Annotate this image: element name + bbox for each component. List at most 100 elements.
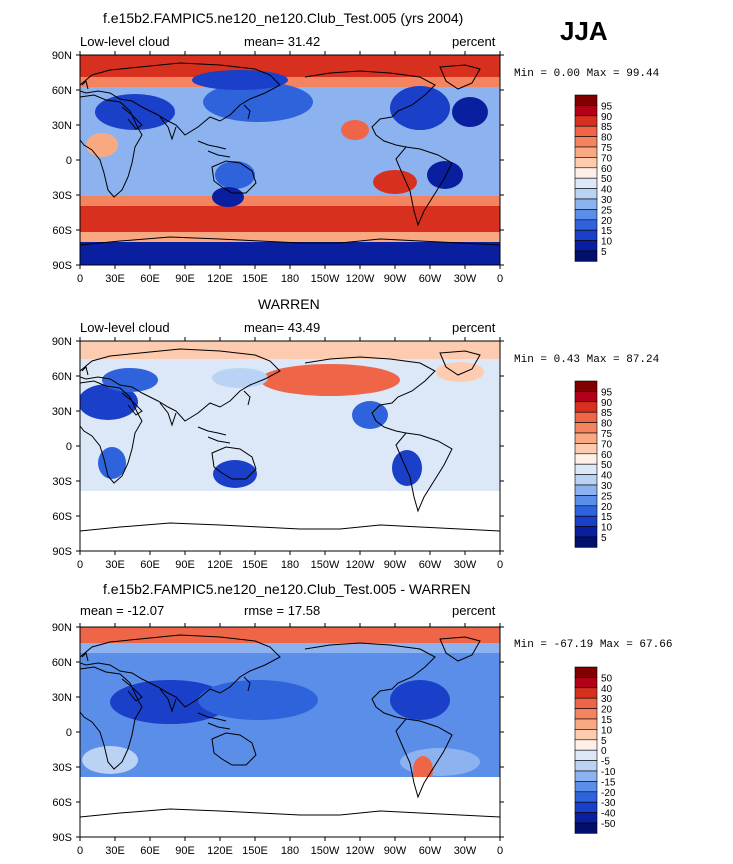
lon-tick-label: 0	[77, 559, 83, 571]
colorbar-swatch	[575, 516, 597, 526]
lon-tick-label: 60E	[140, 845, 160, 857]
lat-tick-label: 60N	[52, 371, 72, 383]
colorbar-label: 20	[601, 216, 613, 227]
colorbar-label: 15	[601, 715, 613, 726]
colorbar-label: 70	[601, 439, 613, 450]
colorbar-label: 40	[601, 471, 613, 482]
colorbar-label: 5	[601, 736, 607, 747]
colorbar-swatch	[575, 157, 597, 167]
colorbar-swatch	[575, 506, 597, 516]
lon-tick-label: 120W	[346, 845, 375, 857]
colorbar-swatch	[575, 241, 597, 251]
colorbar-swatch	[575, 433, 597, 443]
colorbar-swatch	[575, 537, 597, 547]
lon-tick-label: 150W	[311, 559, 340, 571]
colorbar-swatch	[575, 454, 597, 464]
colorbar-label: 40	[601, 185, 613, 196]
colorbar-swatch	[575, 443, 597, 453]
lat-tick-label: 90S	[52, 546, 72, 558]
colorbar-label: 95	[601, 387, 613, 398]
colorbar-swatch	[575, 402, 597, 412]
colorbar-swatch	[575, 823, 597, 833]
colorbar-swatch	[575, 126, 597, 136]
colorbar-swatch	[575, 199, 597, 209]
lon-tick-label: 120E	[207, 559, 233, 571]
colorbar-label: 85	[601, 122, 613, 133]
lon-tick-label: 0	[77, 845, 83, 857]
colorbar-swatch	[575, 688, 597, 698]
colorbar-swatch	[575, 709, 597, 719]
colorbar-label: 75	[601, 429, 613, 440]
colorbar-label: 30	[601, 481, 613, 492]
lat-tick-label: 30S	[52, 476, 72, 488]
colorbar-label: 25	[601, 491, 613, 502]
colorbar-swatch	[575, 677, 597, 687]
lat-tick-label: 90N	[52, 622, 72, 634]
colorbar-swatch	[575, 750, 597, 760]
map-figure: 90N60N30N030S60S90S0 30E 60E 90E 120E 150E 180…	[0, 0, 733, 864]
colorbar-swatch	[575, 220, 597, 230]
colorbar-label: 15	[601, 512, 613, 523]
lon-tick-label: 0	[497, 559, 503, 571]
panel-2-map-field	[78, 341, 500, 551]
colorbar-label: 25	[601, 205, 613, 216]
colorbar-label: -40	[601, 809, 616, 820]
colorbar-label: 75	[601, 143, 613, 154]
lon-tick-label: 0	[497, 845, 503, 857]
lat-tick-label: 0	[66, 441, 72, 453]
lat-tick-label: 30S	[52, 762, 72, 774]
colorbar-label: 15	[601, 226, 613, 237]
colorbar-swatch	[575, 802, 597, 812]
lat-tick-label: 0	[66, 727, 72, 739]
colorbar-swatch	[575, 209, 597, 219]
lon-tick-label: 150E	[242, 273, 268, 285]
lat-tick-label: 30S	[52, 190, 72, 202]
colorbar-swatch	[575, 729, 597, 739]
colorbar-label: 50	[601, 673, 613, 684]
lon-tick-label: 120E	[207, 845, 233, 857]
lon-tick-label: 60E	[140, 559, 160, 571]
colorbar-label: -5	[601, 757, 610, 768]
colorbar-label: 90	[601, 398, 613, 409]
colorbar-label: 40	[601, 684, 613, 695]
colorbar-label: 10	[601, 523, 613, 534]
colorbar-swatch	[575, 95, 597, 105]
colorbar-swatch	[575, 230, 597, 240]
colorbar-label: 5	[601, 247, 607, 258]
colorbar-swatch	[575, 381, 597, 391]
colorbar-label: 95	[601, 101, 613, 112]
lon-tick-label: 0	[77, 273, 83, 285]
colorbar-label: 60	[601, 164, 613, 175]
colorbar-label: 50	[601, 460, 613, 471]
colorbar-label: -15	[601, 777, 616, 788]
colorbar-label: 30	[601, 195, 613, 206]
colorbar-label: 90	[601, 112, 613, 123]
colorbar-label: 20	[601, 502, 613, 513]
colorbar-swatch	[575, 719, 597, 729]
colorbar-swatch	[575, 740, 597, 750]
colorbar-swatch	[575, 423, 597, 433]
colorbar-label: 10	[601, 725, 613, 736]
colorbar-label: -30	[601, 798, 616, 809]
lon-tick-label: 30W	[454, 845, 477, 857]
colorbar-swatch	[575, 475, 597, 485]
panel-1-map-field	[80, 55, 500, 265]
lon-tick-label: 150E	[242, 845, 268, 857]
colorbar-label: 80	[601, 133, 613, 144]
colorbar-label: 5	[601, 533, 607, 544]
lat-tick-label: 90S	[52, 260, 72, 272]
lon-tick-label: 180	[281, 559, 299, 571]
lat-tick-label: 90N	[52, 50, 72, 62]
lon-tick-label: 30E	[105, 845, 125, 857]
colorbar-label: -10	[601, 767, 616, 778]
lon-tick-label: 0	[497, 273, 503, 285]
lon-tick-label: 60E	[140, 273, 160, 285]
lon-tick-label: 90W	[384, 273, 407, 285]
colorbar-swatch	[575, 105, 597, 115]
colorbar-swatch	[575, 698, 597, 708]
lat-tick-label: 60N	[52, 657, 72, 669]
lat-tick-label: 30N	[52, 406, 72, 418]
lat-tick-label: 60S	[52, 797, 72, 809]
lon-tick-label: 90W	[384, 845, 407, 857]
lon-tick-label: 180	[281, 273, 299, 285]
